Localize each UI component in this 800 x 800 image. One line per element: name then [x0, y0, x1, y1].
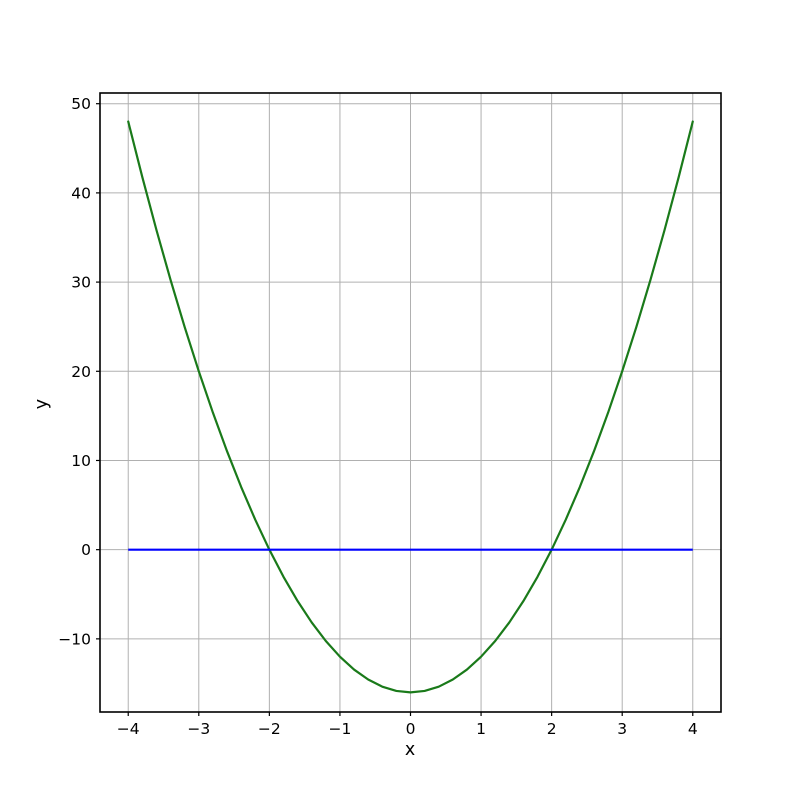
- x-tick-label: 0: [406, 720, 416, 738]
- x-tick-label: −3: [187, 720, 210, 738]
- y-tick-label: 50: [71, 95, 91, 113]
- x-tick-label: −4: [117, 720, 140, 738]
- x-tick-label: 4: [688, 720, 698, 738]
- y-tick-label: −10: [58, 630, 91, 648]
- y-tick-label: 10: [71, 452, 91, 470]
- axes-spines: [99, 92, 722, 713]
- x-gridlines: [127, 93, 694, 712]
- y-axis-label: y: [32, 399, 52, 409]
- x-tick-label: 1: [476, 720, 486, 738]
- y-tick-label: 20: [71, 363, 91, 381]
- x-tick-label: 3: [617, 720, 627, 738]
- y-tick-labels: −10 0 10 20 30 40 50: [58, 95, 91, 648]
- parabola-curve: [127, 120, 694, 694]
- y-tick-label: 40: [71, 184, 91, 202]
- data-series-layer: [127, 120, 694, 694]
- plot-border: [99, 92, 722, 713]
- x-tick-label: −1: [329, 720, 352, 738]
- x-tick-label: 2: [547, 720, 557, 738]
- y-tick-label: 0: [81, 541, 91, 559]
- x-axis-label: x: [405, 740, 415, 760]
- y-tick-label: 30: [71, 274, 91, 292]
- x-tick-labels: −4 −3 −2 −1 0 1 2 3 4: [117, 720, 698, 738]
- x-tick-label: −2: [258, 720, 281, 738]
